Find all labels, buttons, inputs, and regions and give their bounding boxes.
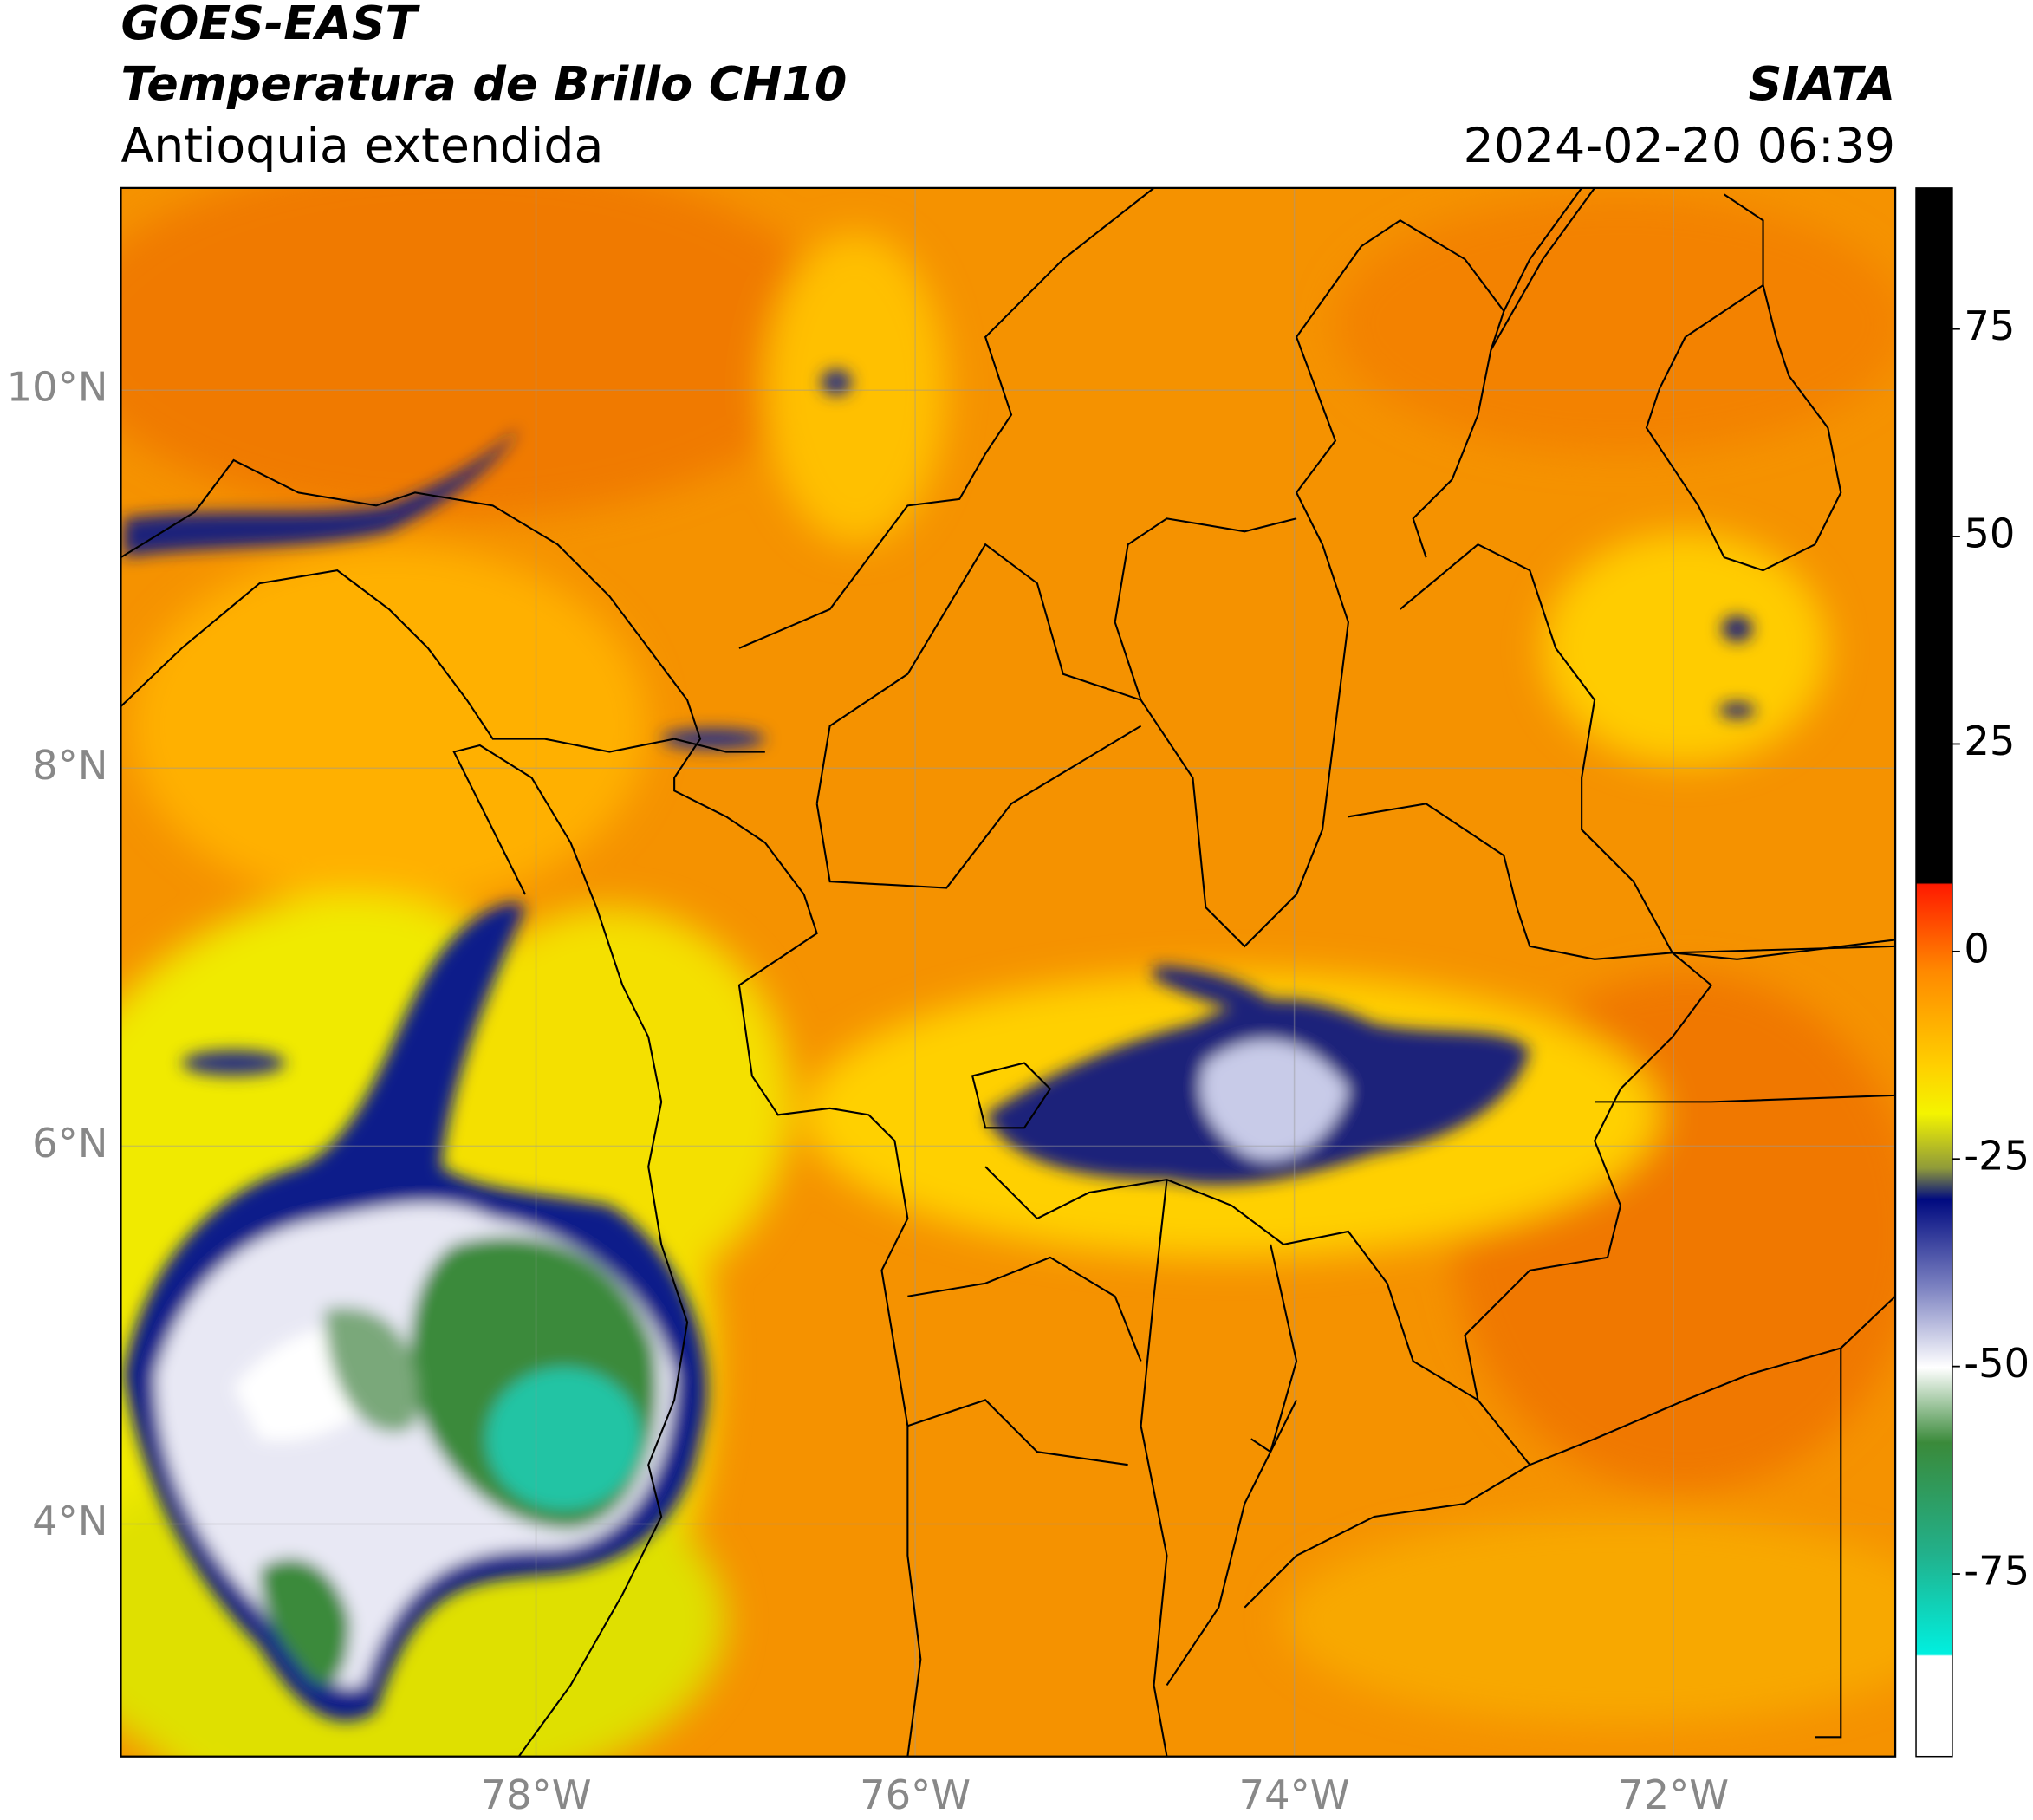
cloud-top (661, 728, 765, 750)
border-line (120, 458, 922, 1757)
axes: 78°W 76°W 74°W 72°W 4°N 6°N 8°N 10°N (7, 364, 1730, 1818)
border-line (815, 517, 1297, 889)
border-line (1412, 187, 1595, 558)
border-line (1348, 803, 1896, 1466)
map-frame (120, 186, 1897, 1758)
cool-area (1283, 1517, 1896, 1725)
colorbar-tick-label: 0 (1964, 925, 1990, 972)
cool-area (764, 233, 947, 545)
grid (120, 187, 1896, 1757)
colorbar-tick-label: 50 (1964, 510, 2015, 557)
region: Antioquia extendida (120, 119, 603, 174)
border-line (1400, 543, 1896, 1103)
x-tick-label: 78°W (481, 1771, 592, 1818)
colorbar-tick-label: -25 (1964, 1133, 2030, 1180)
cool-area (1543, 531, 1828, 765)
cloud-top (1718, 702, 1756, 718)
colorbar (1915, 187, 1953, 1758)
cloud-top (1200, 1040, 1348, 1160)
border-line (971, 1062, 1298, 1453)
colorbar-tick-label: 75 (1964, 302, 2015, 349)
colorbar-tick-label: -50 (1964, 1340, 2030, 1387)
y-tick-label: 8°N (32, 742, 107, 789)
cloud-top (259, 1558, 351, 1685)
coastline (452, 744, 689, 1757)
map (120, 187, 1896, 1757)
colorbar-axis: -75 -50 -25 0 25 50 75 (1952, 302, 2030, 1595)
cloud-top (821, 369, 853, 396)
title: GOES-EAST (120, 0, 420, 50)
warm-area (120, 187, 843, 519)
cloud-top (181, 1050, 286, 1076)
source: SIATA (1749, 56, 1896, 111)
cloud-top (486, 1367, 642, 1511)
cloud-top (1721, 615, 1753, 642)
colorbar-tick-label: -75 (1964, 1548, 2030, 1595)
colorbar-tick-label: 25 (1964, 718, 2015, 764)
border-line (907, 1256, 1842, 1739)
subtitle: Temperatura de Brillo CH10 (120, 56, 847, 111)
cloud-top (324, 1307, 418, 1433)
border-line (120, 569, 765, 753)
warm-area (1335, 194, 1896, 454)
borders (120, 187, 1896, 1757)
coastline (738, 187, 1155, 649)
y-tick-label: 10°N (7, 364, 108, 411)
y-tick-label: 4°N (32, 1498, 107, 1544)
x-tick-label: 76°W (860, 1771, 971, 1818)
cloud-top (1153, 965, 1284, 1013)
cool-area (129, 544, 649, 908)
timestamp: 2024-02-20 06:39 (1464, 119, 1896, 174)
y-tick-label: 6°N (32, 1120, 107, 1167)
cloud-top (123, 427, 519, 558)
coastline (1645, 193, 1842, 572)
x-tick-label: 72°W (1618, 1771, 1729, 1818)
x-tick-label: 74°W (1239, 1771, 1350, 1818)
border-line (815, 187, 1582, 948)
cold-clouds (123, 369, 1756, 1721)
